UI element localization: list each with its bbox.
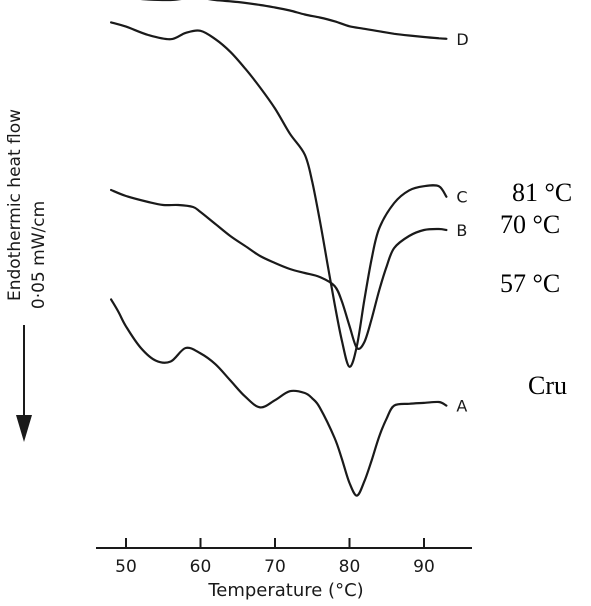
series-line-c [110,21,448,368]
series-line-a [110,298,448,497]
x-tick-label: 50 [115,557,137,577]
series-line-b [110,188,448,350]
y-axis-label-group: Endothermic heat flow 0·05 mW/cm [5,109,49,442]
y-axis-label: Endothermic heat flow [5,109,25,301]
series-annotation-c: 70 °C [500,210,560,239]
x-tick-label: 70 [264,557,286,577]
series-annotation-d: 81 °C [512,178,572,207]
series-annotation-b: 57 °C [500,269,560,298]
series-label-d: D [456,30,468,49]
series-annotation-a: Cru [528,371,567,400]
x-tick-label: 80 [339,557,361,577]
series-label-c: C [456,188,467,207]
series-line-d [140,0,448,40]
down-arrow-icon [16,415,32,442]
series-label-b: B [456,221,467,240]
y-axis-scale-label: 0·05 mW/cm [29,201,49,309]
x-axis-ticks: 50 60 70 80 90 [115,538,435,577]
x-tick-label: 90 [413,557,435,577]
series-label-a: A [456,397,467,416]
x-tick-label: 60 [190,557,212,577]
plot-area: D 81 °C C 70 °C B 57 °C A Cru [110,0,572,497]
x-axis-title: Temperature (°C) [207,580,363,601]
